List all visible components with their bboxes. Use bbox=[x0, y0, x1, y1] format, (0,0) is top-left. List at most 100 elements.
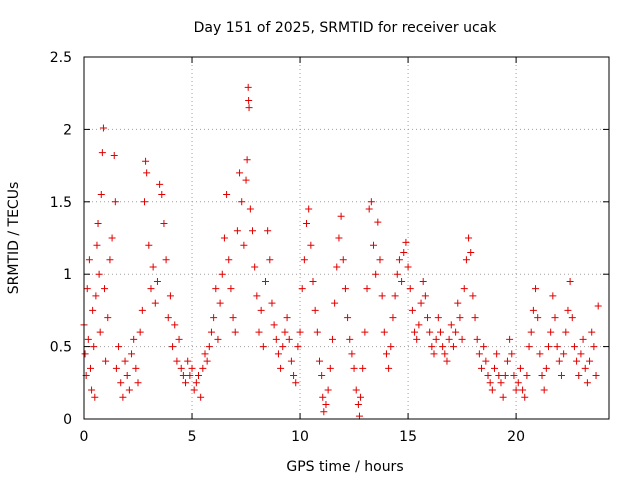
data-point bbox=[205, 343, 213, 351]
data-point bbox=[182, 379, 190, 387]
data-point bbox=[290, 372, 298, 380]
x-tick-label: 5 bbox=[188, 429, 197, 445]
data-point bbox=[245, 96, 253, 104]
data-point bbox=[179, 372, 187, 380]
data-point bbox=[203, 357, 211, 365]
data-point bbox=[279, 343, 287, 351]
data-point bbox=[588, 328, 596, 336]
data-point bbox=[130, 335, 138, 343]
data-point bbox=[281, 328, 289, 336]
data-point bbox=[315, 357, 323, 365]
x-tick-label: 0 bbox=[80, 429, 89, 445]
data-point bbox=[218, 270, 226, 278]
data-point bbox=[456, 314, 464, 322]
data-point bbox=[337, 212, 345, 220]
data-point bbox=[296, 328, 304, 336]
data-point bbox=[84, 335, 92, 343]
data-point bbox=[88, 386, 96, 394]
data-point bbox=[367, 198, 375, 206]
data-point bbox=[216, 299, 224, 307]
data-point bbox=[506, 335, 514, 343]
data-point bbox=[387, 343, 395, 351]
data-point bbox=[201, 350, 209, 358]
data-point bbox=[303, 220, 311, 228]
data-point bbox=[413, 335, 421, 343]
data-point bbox=[244, 83, 252, 91]
data-point bbox=[90, 343, 98, 351]
data-point bbox=[112, 364, 120, 372]
data-point bbox=[424, 314, 432, 322]
data-point bbox=[344, 314, 352, 322]
data-point bbox=[579, 335, 587, 343]
data-point bbox=[309, 277, 317, 285]
data-point bbox=[560, 350, 568, 358]
data-point bbox=[320, 408, 328, 416]
data-point bbox=[115, 343, 123, 351]
data-point bbox=[270, 321, 278, 329]
data-point bbox=[484, 372, 492, 380]
data-point bbox=[363, 285, 371, 293]
data-point bbox=[158, 191, 166, 199]
data-point bbox=[436, 328, 444, 336]
data-point bbox=[385, 364, 393, 372]
data-point bbox=[153, 277, 161, 285]
data-point bbox=[253, 292, 261, 300]
data-point bbox=[231, 328, 239, 336]
data-point bbox=[266, 256, 274, 264]
data-point bbox=[326, 364, 334, 372]
data-point bbox=[493, 350, 501, 358]
data-point bbox=[372, 270, 380, 278]
data-point bbox=[430, 350, 438, 358]
data-point bbox=[553, 343, 561, 351]
data-point bbox=[99, 124, 107, 132]
data-point bbox=[207, 328, 215, 336]
data-point bbox=[469, 292, 477, 300]
data-point bbox=[499, 393, 507, 401]
data-point bbox=[300, 256, 308, 264]
data-point bbox=[555, 357, 563, 365]
data-point bbox=[195, 372, 203, 380]
data-point bbox=[149, 263, 157, 271]
data-point bbox=[467, 248, 475, 256]
data-point bbox=[508, 350, 516, 358]
data-point bbox=[81, 350, 89, 358]
data-point bbox=[586, 357, 594, 365]
data-point bbox=[421, 292, 429, 300]
data-point bbox=[465, 234, 473, 242]
data-point bbox=[220, 234, 228, 242]
data-point bbox=[83, 285, 91, 293]
data-point bbox=[512, 386, 520, 394]
data-point bbox=[547, 328, 555, 336]
data-point bbox=[523, 372, 531, 380]
data-point bbox=[138, 306, 146, 314]
data-point bbox=[94, 220, 102, 228]
y-tick-label: 0.5 bbox=[50, 340, 72, 356]
data-point bbox=[581, 364, 589, 372]
data-point bbox=[339, 256, 347, 264]
data-point bbox=[549, 292, 557, 300]
data-point bbox=[355, 412, 363, 420]
data-point bbox=[98, 149, 106, 157]
data-point bbox=[319, 393, 327, 401]
data-point bbox=[352, 386, 360, 394]
data-point bbox=[140, 198, 148, 206]
data-point bbox=[335, 234, 343, 242]
data-point bbox=[434, 314, 442, 322]
data-point bbox=[233, 227, 241, 235]
data-point bbox=[458, 335, 466, 343]
data-point bbox=[169, 343, 177, 351]
data-point bbox=[516, 364, 524, 372]
data-point bbox=[570, 343, 578, 351]
x-axis-label: GPS time / hours bbox=[286, 459, 403, 475]
data-point bbox=[324, 386, 332, 394]
data-point bbox=[283, 314, 291, 322]
data-point bbox=[525, 343, 533, 351]
data-point bbox=[227, 285, 235, 293]
data-point bbox=[577, 350, 585, 358]
data-point bbox=[86, 364, 94, 372]
data-point bbox=[311, 306, 319, 314]
data-point bbox=[527, 328, 535, 336]
data-point bbox=[147, 285, 155, 293]
data-point bbox=[441, 350, 449, 358]
data-point bbox=[495, 372, 503, 380]
